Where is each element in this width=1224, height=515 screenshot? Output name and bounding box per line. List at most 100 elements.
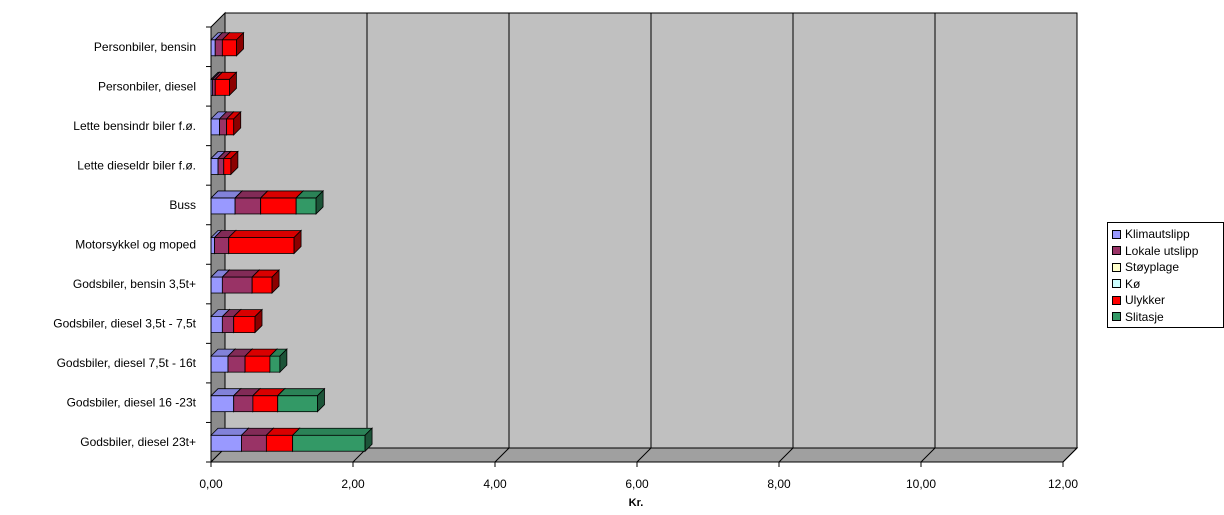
legend-swatch <box>1112 295 1121 305</box>
category-label: Personbiler, diesel <box>98 79 196 93</box>
legend-swatch <box>1112 229 1121 239</box>
category-label: Lette dieseldr biler f.ø. <box>77 158 196 172</box>
bar-segment <box>292 434 366 452</box>
category-label: Personbiler, bensin <box>94 40 196 54</box>
bar-segment <box>252 395 279 413</box>
category-label: Godsbiler, diesel 16 -23t <box>67 396 197 410</box>
bar-segment <box>210 118 220 136</box>
bar-segment <box>219 118 228 136</box>
bar-segment <box>214 78 230 96</box>
bar-segment <box>210 434 242 452</box>
legend-swatch <box>1112 279 1121 289</box>
gridlines <box>352 13 1078 463</box>
x-tick-label: 4,00 <box>483 477 507 491</box>
bar-side <box>254 308 263 334</box>
category-label: Godsbiler, diesel 3,5t - 7,5t <box>53 317 196 331</box>
x-tick-label: 0,00 <box>199 477 223 491</box>
bar-segment <box>226 118 235 136</box>
category-label: Motorsykkel og moped <box>75 238 196 252</box>
category-label: Godsbiler, diesel 23t+ <box>80 435 196 449</box>
legend-swatch <box>1112 246 1121 256</box>
x-tick-label: 8,00 <box>767 477 791 491</box>
bar-segment <box>210 158 219 175</box>
legend-item: Klimautslipp <box>1112 226 1223 243</box>
legend-item: Støyplage <box>1112 259 1223 276</box>
bar-segment <box>214 39 223 57</box>
bar-side <box>315 189 324 215</box>
bar-segment <box>221 276 253 294</box>
axes <box>206 26 1064 467</box>
legend-item: Ulykker <box>1112 292 1223 309</box>
bar-segment <box>233 316 256 333</box>
bar-side <box>364 427 373 453</box>
legend: Klimautslipp Lokale utslipp Støyplage Kø Uly… <box>1107 222 1224 328</box>
legend-item: Lokale utslipp <box>1112 243 1223 260</box>
bar-segment <box>210 197 236 215</box>
category-label: Godsbiler, diesel 7,5t - 16t <box>57 356 197 370</box>
bar-segment <box>269 355 281 373</box>
bar-segment <box>210 316 223 333</box>
bar-segment <box>295 197 317 215</box>
category-label: Lette bensindr biler f.ø. <box>73 119 196 133</box>
x-tick-label: 12,00 <box>1048 477 1078 491</box>
bar-segment <box>212 78 216 96</box>
x-tick-label: 10,00 <box>906 477 936 491</box>
bar-segment <box>210 237 215 254</box>
bar-segment <box>227 355 246 373</box>
legend-label: Støyplage <box>1125 260 1180 275</box>
legend-label: Slitasje <box>1125 309 1164 324</box>
bar-segment <box>217 158 225 175</box>
legend-label: Ulykker <box>1125 293 1166 308</box>
gridline-floor <box>778 447 794 463</box>
legend-swatch <box>1112 312 1121 322</box>
legend-item: Slitasje <box>1112 309 1223 326</box>
bar-side <box>271 269 280 295</box>
bar-segment <box>241 434 267 452</box>
legend-item: Kø <box>1112 276 1223 293</box>
gridline-floor <box>920 447 936 463</box>
x-axis-title: Kr. <box>629 497 644 509</box>
bar-side <box>317 387 325 413</box>
bar-group <box>210 31 374 453</box>
legend-swatch <box>1112 262 1121 272</box>
bar-segment <box>233 395 254 413</box>
x-tick-label: 2,00 <box>341 477 365 491</box>
category-label: Buss <box>169 198 196 212</box>
bar-side <box>233 110 242 136</box>
gridline-floor <box>494 447 510 463</box>
bar-side <box>293 229 302 255</box>
bar-segment <box>221 316 235 333</box>
bar-segment <box>210 355 229 373</box>
bar-segment <box>210 276 223 294</box>
legend-label: Lokale utslipp <box>1125 243 1199 258</box>
bar-segment <box>223 158 232 175</box>
gridline-floor <box>1062 447 1078 463</box>
legend-label: Kø <box>1125 276 1141 291</box>
bar-segment <box>265 434 294 452</box>
gridline-floor <box>636 447 652 463</box>
bar-segment <box>214 237 230 254</box>
bar-side <box>230 150 239 176</box>
category-labels: Personbiler, bensin Personbiler, diesel Le… <box>53 40 196 449</box>
bar-segment <box>221 39 237 57</box>
category-label: Godsbiler, bensin 3,5t+ <box>73 277 196 291</box>
bar-top <box>227 230 303 238</box>
chart-walls <box>209 11 1079 464</box>
bar-top <box>276 388 326 397</box>
x-tick-label: 6,00 <box>625 477 649 491</box>
bar-segment <box>260 197 297 215</box>
legend-label: Klimautslipp <box>1125 227 1190 242</box>
bar-segment <box>277 395 318 413</box>
bar-segment <box>210 39 216 57</box>
bar-segment <box>210 395 235 413</box>
bar-segment <box>251 276 273 294</box>
bar-side <box>236 31 244 57</box>
bar-top <box>291 427 374 436</box>
tick-labels: 0,00 2,00 4,00 6,00 8,00 10,00 12,00 <box>199 477 1078 491</box>
bar-segment <box>244 355 271 373</box>
bar-side <box>279 348 288 374</box>
bar-side <box>229 71 237 97</box>
bar-segment <box>228 237 295 254</box>
bar-segment <box>234 197 262 215</box>
